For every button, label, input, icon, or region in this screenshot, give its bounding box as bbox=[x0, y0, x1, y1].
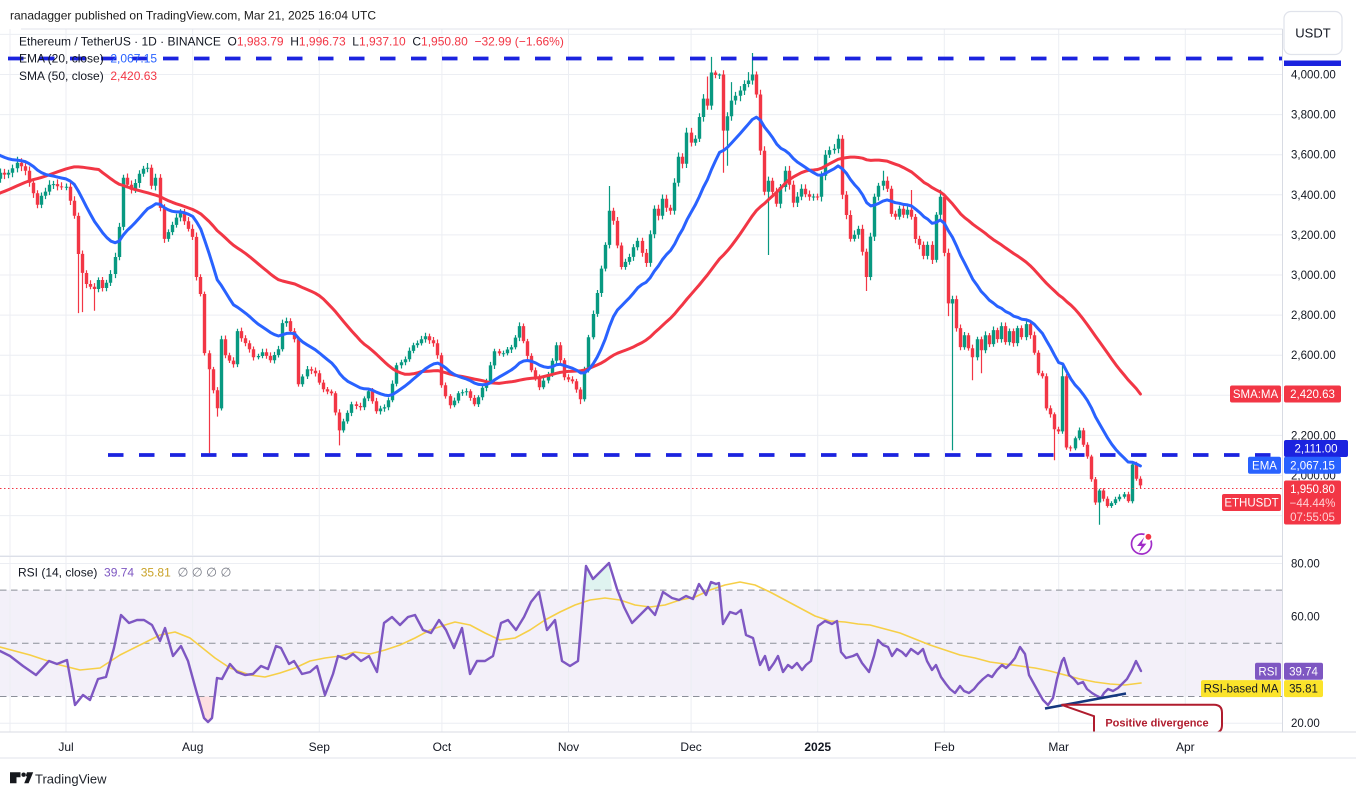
svg-text:3,600.00: 3,600.00 bbox=[1291, 150, 1336, 162]
svg-text:EMA (20, close) 2,067.15: EMA (20, close) 2,067.15 bbox=[19, 52, 157, 66]
svg-text:4,000.00: 4,000.00 bbox=[1291, 70, 1336, 82]
svg-text:Oct: Oct bbox=[433, 740, 452, 754]
svg-text:2,111.00: 2,111.00 bbox=[1294, 444, 1337, 456]
svg-text:−44.44%: −44.44% bbox=[1290, 498, 1336, 510]
svg-text:39.74: 39.74 bbox=[1289, 666, 1318, 678]
svg-text:SMA:MA: SMA:MA bbox=[1233, 389, 1279, 401]
svg-text:07:55:05: 07:55:05 bbox=[1290, 512, 1335, 524]
svg-text:Apr: Apr bbox=[1176, 740, 1195, 754]
svg-text:SMA (50, close) 2,420.63: SMA (50, close) 2,420.63 bbox=[19, 69, 157, 83]
svg-text:ETHUSDT: ETHUSDT bbox=[1224, 498, 1278, 510]
svg-text:Sep: Sep bbox=[309, 740, 331, 754]
svg-text:2025: 2025 bbox=[804, 740, 831, 754]
svg-text:2,200.00: 2,200.00 bbox=[1291, 430, 1336, 442]
svg-text:USDT: USDT bbox=[1295, 26, 1330, 41]
svg-text:ranadagger published on Tradin: ranadagger published on TradingView.com,… bbox=[10, 9, 376, 23]
svg-text:Dec: Dec bbox=[680, 740, 701, 754]
svg-text:EMA: EMA bbox=[1252, 460, 1277, 472]
svg-text:2,067.15: 2,067.15 bbox=[1290, 460, 1335, 472]
svg-text:20.00: 20.00 bbox=[1291, 718, 1320, 730]
svg-text:RSI-based MA: RSI-based MA bbox=[1204, 684, 1279, 696]
svg-text:80.00: 80.00 bbox=[1291, 559, 1320, 571]
svg-text:Feb: Feb bbox=[934, 740, 955, 754]
svg-text:TradingView: TradingView bbox=[35, 772, 107, 787]
svg-text:2,600.00: 2,600.00 bbox=[1291, 350, 1336, 362]
svg-text:3,200.00: 3,200.00 bbox=[1291, 230, 1336, 242]
svg-text:RSI: RSI bbox=[1258, 666, 1277, 678]
svg-text:3,800.00: 3,800.00 bbox=[1291, 110, 1336, 122]
svg-text:2,420.63: 2,420.63 bbox=[1290, 389, 1335, 401]
svg-text:Mar: Mar bbox=[1048, 740, 1069, 754]
svg-text:35.81: 35.81 bbox=[1289, 684, 1318, 696]
svg-text:1,950.80: 1,950.80 bbox=[1290, 484, 1335, 496]
svg-text:60.00: 60.00 bbox=[1291, 612, 1320, 624]
svg-text:Aug: Aug bbox=[182, 740, 203, 754]
svg-text:RSI (14, close) 39.74 35.81: RSI (14, close) 39.74 35.81 ∅ ∅ ∅ ∅ bbox=[18, 566, 232, 580]
svg-text:Jul: Jul bbox=[58, 740, 73, 754]
svg-text:Positive divergence: Positive divergence bbox=[1105, 718, 1208, 730]
svg-text:3,000.00: 3,000.00 bbox=[1291, 270, 1336, 282]
svg-text:3,400.00: 3,400.00 bbox=[1291, 190, 1336, 202]
svg-text:Ethereum / TetherUS · 1D · BIN: Ethereum / TetherUS · 1D · BINANCE O1,98… bbox=[19, 35, 564, 49]
svg-text:Nov: Nov bbox=[558, 740, 579, 754]
svg-text:2,800.00: 2,800.00 bbox=[1291, 310, 1336, 322]
